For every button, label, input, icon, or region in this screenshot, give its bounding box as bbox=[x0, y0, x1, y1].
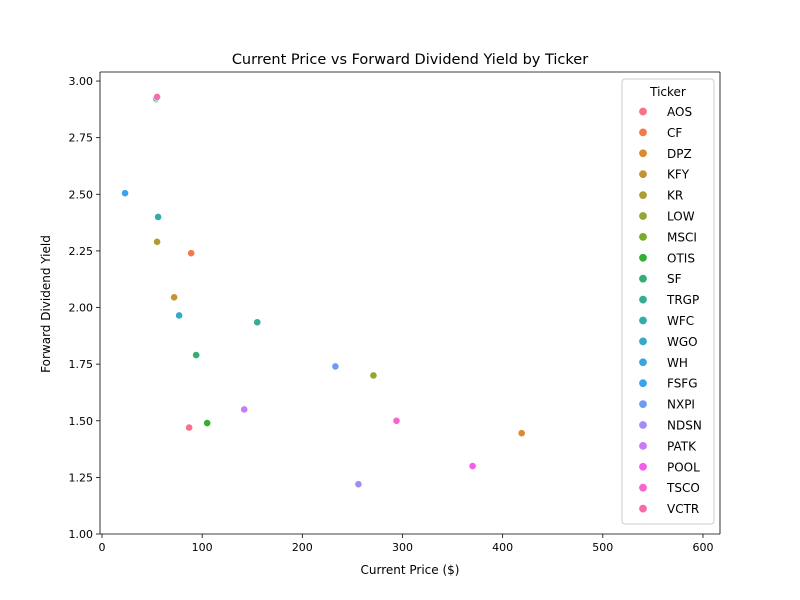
y-tick-label: 3.00 bbox=[69, 75, 94, 88]
legend-label: NDSN bbox=[667, 419, 702, 433]
legend-label: WFC bbox=[667, 314, 694, 328]
x-tick-label: 200 bbox=[292, 541, 313, 554]
data-point-ndsn bbox=[354, 480, 363, 489]
legend-marker bbox=[638, 169, 648, 179]
y-tick-label: 1.75 bbox=[69, 358, 94, 371]
data-point-trgp bbox=[253, 318, 262, 327]
legend-label: WH bbox=[667, 356, 688, 370]
data-point-sf bbox=[192, 351, 201, 359]
legend-label: AOS bbox=[667, 105, 692, 119]
data-point-kr bbox=[153, 237, 161, 246]
legend-label: KR bbox=[667, 189, 683, 203]
legend-marker bbox=[638, 483, 648, 493]
legend-items: AOS CF DPZ KFY KR LOW MSCI OTIS SF TRGP WFC WGO WH FS… bbox=[638, 105, 702, 516]
x-tick-label: 400 bbox=[492, 541, 513, 554]
legend-marker bbox=[638, 399, 648, 409]
legend-label: DPZ bbox=[667, 147, 692, 161]
legend-marker bbox=[638, 127, 648, 137]
data-point-dpz bbox=[517, 429, 526, 438]
legend-title: Ticker bbox=[649, 85, 686, 99]
legend-marker bbox=[638, 336, 648, 346]
y-tick-label: 2.00 bbox=[69, 302, 94, 315]
data-point-kfy bbox=[170, 293, 179, 302]
legend-label: POOL bbox=[667, 460, 700, 474]
y-tick-label: 2.50 bbox=[69, 188, 94, 201]
y-tick-label: 1.00 bbox=[69, 528, 94, 541]
legend-marker bbox=[638, 441, 648, 451]
y-axis-label: Forward Dividend Yield bbox=[39, 235, 53, 373]
legend: Ticker AOS CF DPZ KFY KR LOW MSCI OTIS SF TRGP WFC… bbox=[621, 78, 715, 525]
legend-label: CF bbox=[667, 126, 682, 140]
legend-marker bbox=[638, 315, 648, 325]
y-tick-label: 1.25 bbox=[69, 471, 94, 484]
legend-label: SF bbox=[667, 272, 682, 286]
axes: 0 100 200 300 400 500 600 1.00 1.25 1.50 1.75 2.00 2… bbox=[69, 71, 721, 554]
legend-marker bbox=[638, 462, 648, 472]
y-tick-label: 1.50 bbox=[69, 415, 94, 428]
legend-label: FSFG bbox=[667, 377, 698, 391]
x-tick-label: 0 bbox=[99, 541, 106, 554]
data-point-vctr bbox=[153, 93, 161, 101]
x-tick-label: 100 bbox=[192, 541, 213, 554]
data-point-pool bbox=[468, 462, 477, 470]
legend-label: LOW bbox=[667, 210, 695, 224]
data-point-nxpi bbox=[331, 362, 340, 371]
legend-marker bbox=[638, 420, 648, 430]
legend-label: PATK bbox=[667, 439, 697, 453]
x-tick-label: 300 bbox=[392, 541, 413, 554]
legend-marker bbox=[638, 378, 648, 388]
data-points bbox=[121, 93, 526, 489]
data-point-wgo bbox=[175, 311, 184, 320]
legend-marker bbox=[638, 253, 648, 263]
legend-label: WGO bbox=[667, 335, 698, 349]
y-tick-label: 2.75 bbox=[69, 132, 94, 145]
data-point-cf bbox=[187, 249, 196, 258]
legend-label: TRGP bbox=[666, 293, 699, 307]
data-point-wfc bbox=[154, 213, 162, 221]
x-tick-label: 500 bbox=[592, 541, 613, 554]
x-tick-label: 600 bbox=[692, 541, 713, 554]
legend-marker bbox=[638, 190, 648, 200]
data-point-fsfg bbox=[121, 189, 129, 198]
legend-label: TSCO bbox=[666, 481, 700, 495]
data-point-tsco bbox=[392, 416, 401, 425]
data-point-aos bbox=[185, 423, 194, 432]
legend-label: OTIS bbox=[667, 251, 695, 265]
data-point-otis bbox=[203, 419, 212, 427]
legend-marker bbox=[638, 232, 648, 242]
data-point-low bbox=[369, 371, 378, 380]
legend-marker bbox=[638, 211, 648, 221]
legend-marker bbox=[638, 274, 648, 284]
legend-marker bbox=[638, 504, 648, 514]
legend-frame bbox=[621, 78, 715, 525]
y-tick-label: 2.25 bbox=[69, 245, 94, 258]
legend-label: VCTR bbox=[667, 502, 699, 516]
chart-title: Current Price vs Forward Dividend Yield … bbox=[232, 52, 588, 68]
legend-marker bbox=[638, 107, 648, 117]
legend-label: NXPI bbox=[667, 398, 695, 412]
legend-marker bbox=[638, 357, 648, 367]
legend-label: KFY bbox=[667, 168, 690, 182]
data-point-patk bbox=[240, 405, 249, 414]
legend-marker bbox=[638, 148, 648, 158]
legend-label: MSCI bbox=[667, 230, 697, 244]
x-axis-label: Current Price ($) bbox=[361, 563, 460, 577]
legend-marker bbox=[638, 295, 648, 305]
